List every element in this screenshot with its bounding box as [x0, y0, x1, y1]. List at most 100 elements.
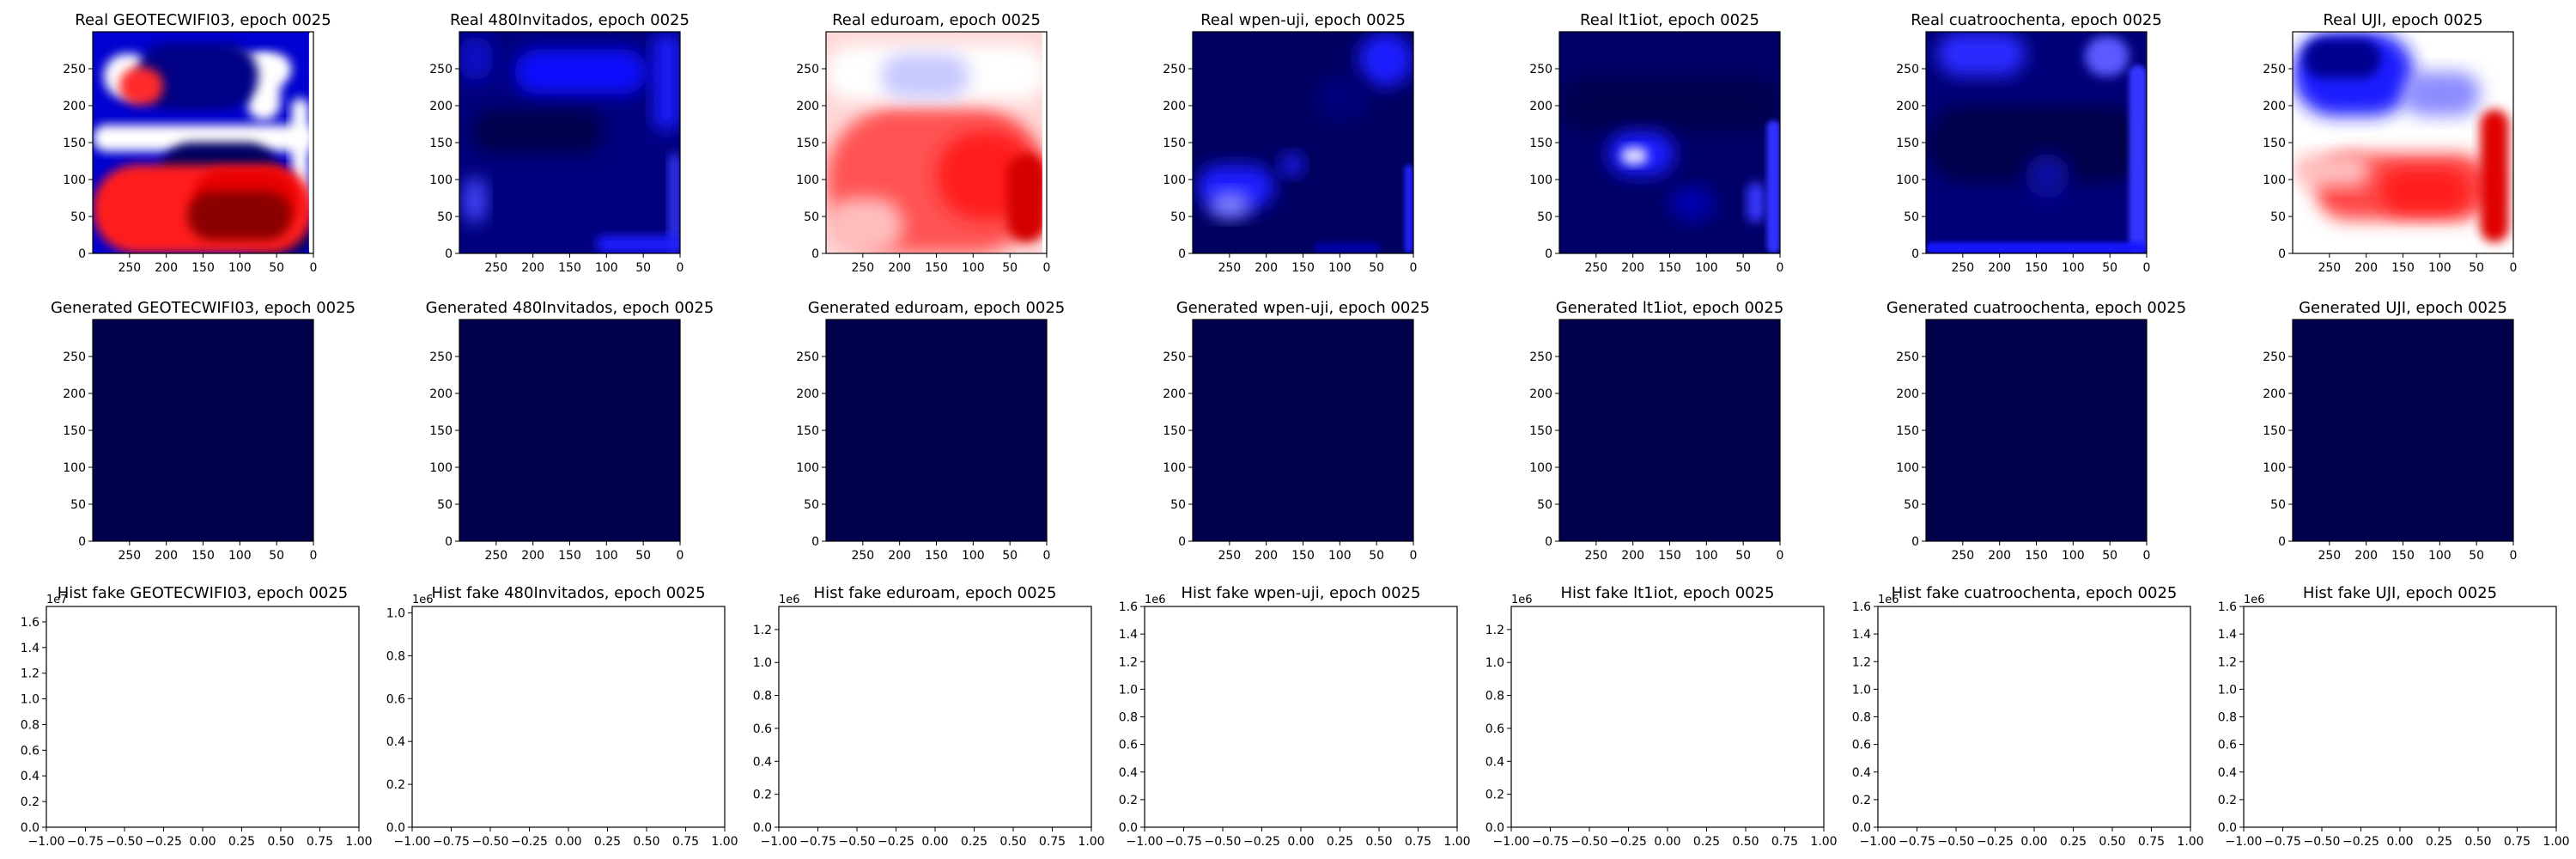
y-tick-label: 50	[2270, 210, 2286, 224]
heatmap-region-6	[1766, 120, 1780, 253]
y-tick-label: 0	[1911, 535, 1919, 549]
x-tick-label: 0.00	[555, 835, 581, 849]
heatmap-fill	[826, 320, 1047, 541]
y-tick-label: 250	[1163, 350, 1186, 364]
heatmap-region-4	[470, 109, 604, 154]
x-tick-label: −0.25	[1243, 835, 1280, 849]
x-tick-label: 200	[2354, 549, 2378, 563]
y-tick-label: 0.0	[1485, 821, 1504, 835]
heatmap-region-3	[1314, 76, 1370, 121]
x-tick-label: 0.75	[1771, 835, 1798, 849]
heatmap-image	[1193, 320, 1413, 541]
y-tick-label: 100	[63, 461, 86, 475]
x-tick-label: 0.50	[1732, 835, 1759, 849]
x-tick-label: 150	[558, 549, 581, 563]
heatmap-region-6	[653, 32, 680, 132]
x-tick-label: 0.75	[307, 835, 333, 849]
y-tick-label: 50	[804, 210, 819, 224]
heatmap-region-4	[2403, 71, 2481, 117]
heatmap-image	[826, 320, 1047, 541]
heatmap-fill	[1193, 320, 1413, 541]
y-tick-label: 0.6	[1485, 722, 1504, 736]
x-tick-label: 0	[677, 549, 684, 563]
x-tick-label: 250	[484, 261, 507, 275]
y-tick-label: 150	[1896, 137, 1919, 150]
x-tick-label: 0.25	[594, 835, 621, 849]
y-tick-label: 0	[78, 535, 86, 549]
y-tick-label: 0	[1178, 247, 1186, 261]
x-tick-label: −0.25	[1610, 835, 1647, 849]
y-tick-label: 150	[2263, 137, 2286, 150]
x-tick-label: 150	[191, 261, 215, 275]
x-tick-label: 150	[925, 261, 948, 275]
x-tick-label: 1.00	[2177, 835, 2203, 849]
y-tick-label: 150	[63, 137, 86, 150]
y-tick-label: 150	[1163, 137, 1186, 150]
subplot-7: Real UJI, epoch 0025 250 200 150 100 50 0 0 50 10…	[2263, 11, 2517, 275]
x-tick-label: 100	[1328, 261, 1352, 275]
y-tick-label: 0.0	[21, 821, 39, 835]
heatmap-region-16	[308, 32, 313, 253]
x-tick-label: 100	[2062, 549, 2085, 563]
y-offset-label: 1e6	[1145, 594, 1166, 606]
y-tick-label: 200	[63, 387, 86, 401]
x-tick-label: 100	[1328, 549, 1352, 563]
x-tick-label: 0	[1777, 261, 1784, 275]
y-tick-label: 0.4	[1852, 766, 1871, 780]
x-tick-label: −0.25	[878, 835, 914, 849]
y-tick-label: 0	[445, 535, 453, 549]
heatmap-image	[459, 32, 680, 253]
y-tick-label: 1.6	[21, 616, 39, 630]
heatmap-region-8	[1042, 32, 1047, 253]
y-tick-label: 50	[1537, 210, 1552, 224]
y-tick-label: 1.2	[1852, 655, 1871, 669]
heatmap-region-2	[1358, 32, 1413, 88]
x-tick-label: 150	[1291, 549, 1315, 563]
subplot-title: Generated UJI, epoch 0025	[2299, 299, 2507, 317]
y-tick-label: 250	[796, 350, 819, 364]
y-tick-label: 0.2	[1119, 794, 1138, 807]
x-tick-label: 0	[2510, 549, 2518, 563]
x-tick-label: 150	[925, 549, 948, 563]
y-tick-label: 0.2	[21, 795, 39, 809]
y-offset-label: 1e6	[779, 594, 800, 606]
heatmap-region-6	[1006, 153, 1047, 243]
y-tick-label: 250	[1529, 63, 1552, 76]
x-tick-label: 100	[2062, 261, 2085, 275]
y-tick-label: 100	[1163, 174, 1186, 187]
y-tick-label: 1.6	[1119, 600, 1138, 614]
heatmap-image	[2293, 320, 2513, 541]
y-tick-label: 250	[796, 63, 819, 76]
x-tick-label: 200	[2354, 261, 2378, 275]
heatmap-region-6	[2380, 168, 2470, 214]
heatmap-region-6	[2129, 64, 2147, 253]
y-tick-label: 0.8	[386, 649, 405, 663]
y-tick-label: 100	[1163, 461, 1186, 475]
x-tick-label: 200	[155, 549, 178, 563]
x-tick-label: −0.75	[1532, 835, 1569, 849]
x-tick-label: 100	[962, 549, 985, 563]
x-tick-label: −1.00	[28, 835, 65, 849]
subplot-title: Real 480Invitados, epoch 0025	[450, 11, 690, 29]
subplot-title: Real wpen-uji, epoch 0025	[1200, 11, 1406, 29]
x-tick-label: 200	[155, 261, 178, 275]
y-tick-label: 0.0	[1119, 821, 1138, 835]
x-tick-label: 0	[1043, 261, 1051, 275]
y-tick-label: 0.8	[21, 718, 39, 732]
x-tick-label: 200	[1255, 261, 1278, 275]
y-tick-label: 200	[1163, 100, 1186, 113]
heatmap-region-2	[1559, 76, 1780, 132]
y-tick-label: 0.6	[386, 692, 405, 706]
y-tick-label: 200	[1529, 387, 1552, 401]
axes-frame	[46, 606, 360, 828]
y-offset-label: 1e7	[46, 594, 68, 606]
y-tick-label: 0.4	[1119, 766, 1138, 780]
x-tick-label: −1.00	[2226, 835, 2263, 849]
x-tick-label: 150	[2025, 261, 2048, 275]
x-tick-label: 50	[1002, 549, 1018, 563]
subplot-8: Generated GEOTECWIFI03, epoch 0025 250 200…	[51, 299, 355, 563]
x-tick-label: −0.25	[145, 835, 182, 849]
